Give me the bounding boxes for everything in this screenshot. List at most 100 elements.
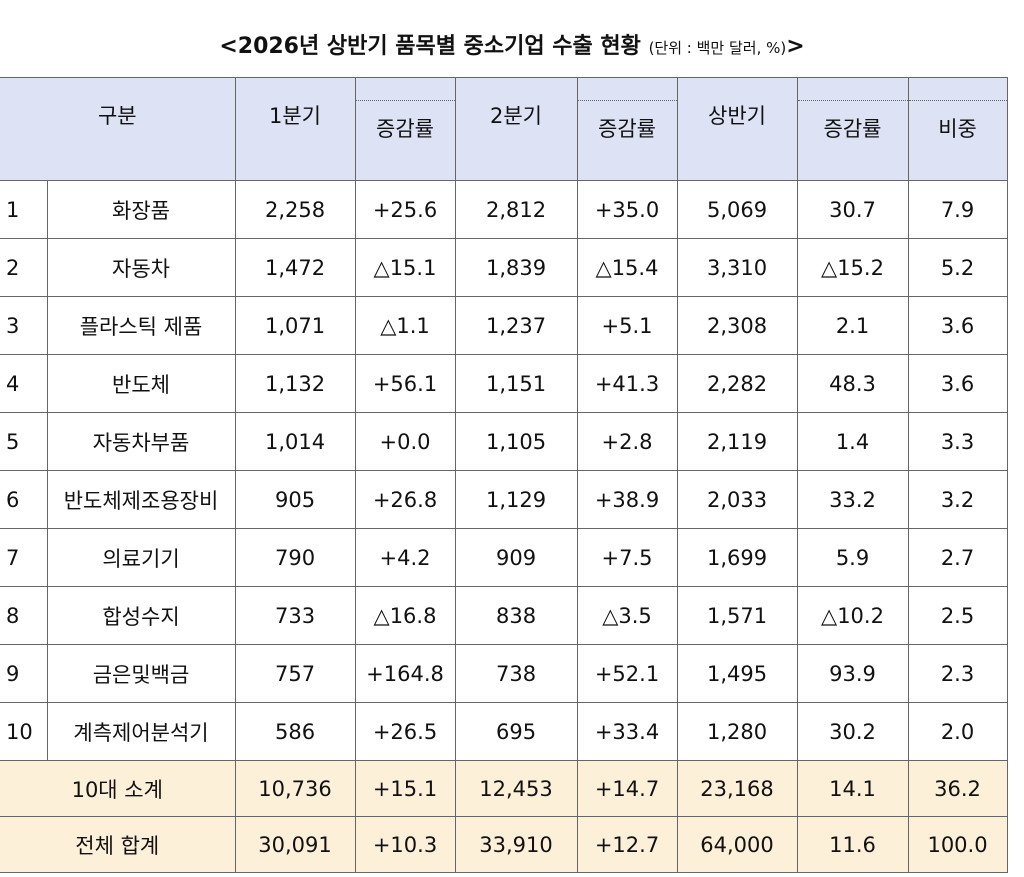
value-cell: 11.6 [796,816,909,873]
header-cell: 상반기 [676,77,798,181]
value-cell: 1,839 [454,238,578,297]
row-number: 6 [0,470,48,529]
value-cell: 2,119 [676,412,798,471]
value-cell: △1.1 [354,296,456,355]
value-cell: 36.2 [907,760,1008,817]
item-name: 자동차 [46,238,236,297]
value-cell: 790 [234,528,356,587]
header-cell: 구분 [0,77,236,181]
item-name: 금은및백금 [46,644,236,703]
value-cell: +38.9 [576,470,678,529]
header-cell: 비중 [907,77,1008,181]
data-row: 8 합성수지 733 △16.8 838 △3.5 1,571 △10.2 2.5 [0,586,1008,645]
value-cell: +0.0 [354,412,456,471]
value-cell: 1,129 [454,470,578,529]
value-cell: 905 [234,470,356,529]
row-number: 10 [0,702,48,761]
value-cell: 93.9 [796,644,909,703]
data-row: 5 자동차부품 1,014 +0.0 1,105 +2.8 2,119 1.4 3.3 [0,412,1008,471]
value-cell: 1,280 [676,702,798,761]
value-cell: △15.4 [576,238,678,297]
value-cell: △10.2 [796,586,909,645]
value-cell: +41.3 [576,354,678,413]
header-cell: 증감률 [576,77,678,181]
value-cell: 1,151 [454,354,578,413]
item-name: 의료기기 [46,528,236,587]
value-cell: 757 [234,644,356,703]
value-cell: 12,453 [454,760,578,817]
title-close: > [786,34,805,59]
value-cell: 2,258 [234,180,356,239]
value-cell: 2,812 [454,180,578,239]
value-cell: 1.4 [796,412,909,471]
value-cell: 1,071 [234,296,356,355]
value-cell: 1,495 [676,644,798,703]
row-number: 3 [0,296,48,355]
value-cell: 2.0 [907,702,1008,761]
value-cell: 5,069 [676,180,798,239]
data-row: 7 의료기기 790 +4.2 909 +7.5 1,699 5.9 2.7 [0,528,1008,587]
header-cell: 1분기 [234,77,356,181]
value-cell: +10.3 [354,816,456,873]
value-cell: 3.3 [907,412,1008,471]
value-cell: 2,282 [676,354,798,413]
value-cell: 2.1 [796,296,909,355]
table-header: 구분 1분기 증감률 2분기 증감률 상반기 증감률 비중 [0,77,1008,181]
value-cell: △16.8 [354,586,456,645]
data-row: 2 자동차 1,472 △15.1 1,839 △15.4 3,310 △15.2 5.2 [0,238,1008,297]
value-cell: 5.2 [907,238,1008,297]
unit-note: (단위 : 백만 달러, %) [648,39,787,57]
data-row: 4 반도체 1,132 +56.1 1,151 +41.3 2,282 48.3 3.6 [0,354,1008,413]
value-cell: 838 [454,586,578,645]
value-cell: 7.9 [907,180,1008,239]
value-cell: 10,736 [234,760,356,817]
value-cell: +14.7 [576,760,678,817]
value-cell: △3.5 [576,586,678,645]
value-cell: +7.5 [576,528,678,587]
value-cell: +5.1 [576,296,678,355]
row-number: 7 [0,528,48,587]
row-number: 9 [0,644,48,703]
value-cell: 2.3 [907,644,1008,703]
data-row: 3 플라스틱 제품 1,071 △1.1 1,237 +5.1 2,308 2.1 3.6 [0,296,1008,355]
item-name: 자동차부품 [46,412,236,471]
value-cell: +164.8 [354,644,456,703]
value-cell: +4.2 [354,528,456,587]
value-cell: 30.7 [796,180,909,239]
title: <2026년 상반기 품목별 중소기업 수출 현황 (단위 : 백만 달러, %… [0,28,1024,60]
value-cell: +33.4 [576,702,678,761]
data-row: 1 화장품 2,258 +25.6 2,812 +35.0 5,069 30.7 7.9 [0,180,1008,239]
value-cell: 3.2 [907,470,1008,529]
title-text: <2026년 상반기 품목별 중소기업 수출 현황 [219,34,641,59]
row-number: 8 [0,586,48,645]
header-label: 증감률 [798,100,908,158]
header-label: 증감률 [356,100,455,158]
value-cell: 2,308 [676,296,798,355]
value-cell: 33,910 [454,816,578,873]
item-name: 플라스틱 제품 [46,296,236,355]
value-cell: 3,310 [676,238,798,297]
value-cell: 30.2 [796,702,909,761]
value-cell: 695 [454,702,578,761]
value-cell: 1,237 [454,296,578,355]
value-cell: 30,091 [234,816,356,873]
value-cell: +12.7 [576,816,678,873]
value-cell: 733 [234,586,356,645]
value-cell: +35.0 [576,180,678,239]
value-cell: 738 [454,644,578,703]
value-cell: 23,168 [676,760,798,817]
value-cell: 2,033 [676,470,798,529]
value-cell: 14.1 [796,760,909,817]
total-label: 전체 합계 [0,816,236,873]
row-number: 5 [0,412,48,471]
value-cell: 2.5 [907,586,1008,645]
header-row: 구분 1분기 증감률 2분기 증감률 상반기 증감률 비중 [0,77,1008,181]
value-cell: 3.6 [907,354,1008,413]
data-row: 9 금은및백금 757 +164.8 738 +52.1 1,495 93.9 2.3 [0,644,1008,703]
value-cell: 2.7 [907,528,1008,587]
export-table: 구분 1분기 증감률 2분기 증감률 상반기 증감률 비중 1 화장품 2,258 +25.6 2,8… [0,77,1008,873]
value-cell: +2.8 [576,412,678,471]
item-name: 화장품 [46,180,236,239]
value-cell: +15.1 [354,760,456,817]
